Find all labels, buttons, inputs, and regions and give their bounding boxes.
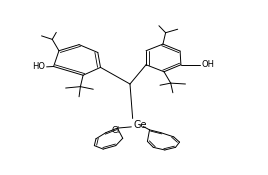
- Text: Cl: Cl: [112, 126, 120, 135]
- Text: OH: OH: [201, 60, 214, 69]
- Text: HO: HO: [32, 62, 45, 71]
- Text: Ge: Ge: [134, 120, 147, 130]
